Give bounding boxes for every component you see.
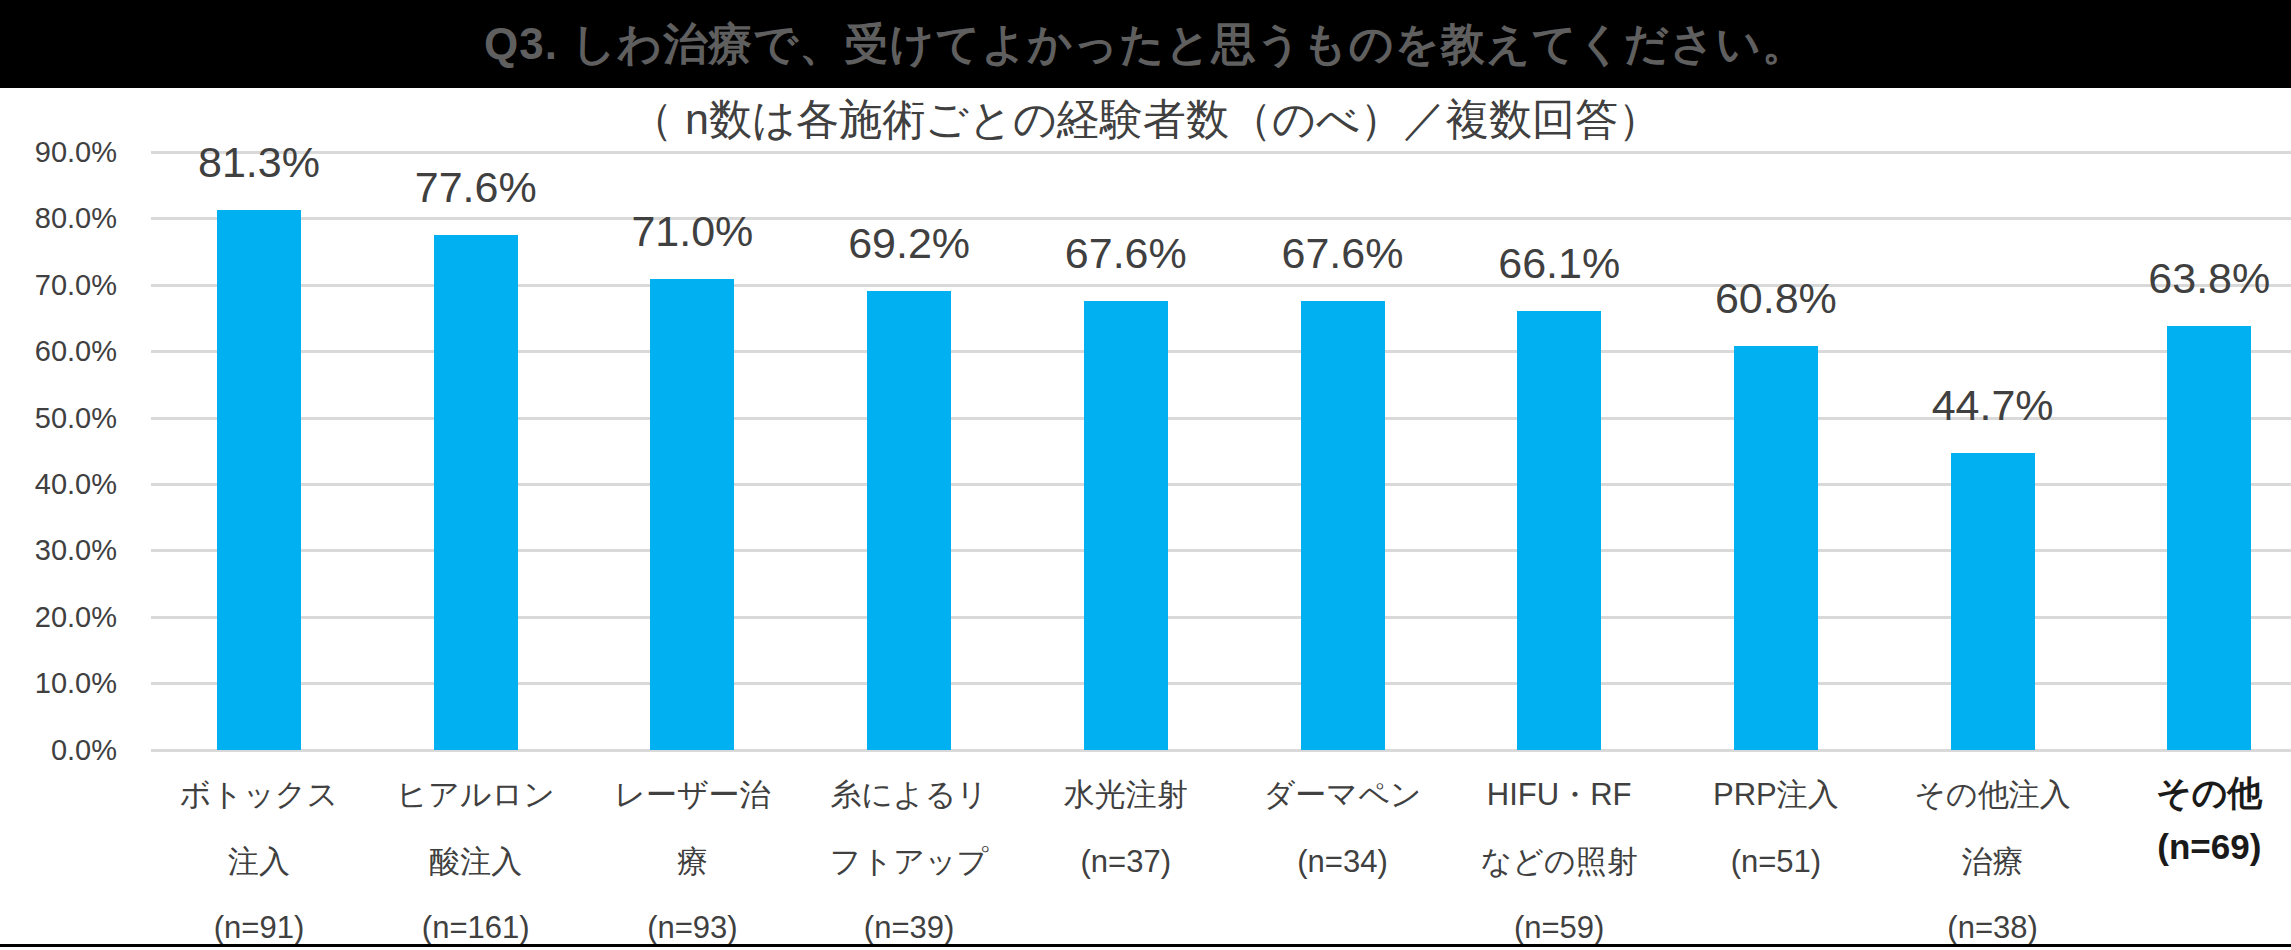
chart-title: （ n数は各施術ごとの経験者数（のべ）／複数回答） [0, 98, 2291, 141]
value-label: 60.8% [1626, 277, 1926, 320]
category-label: (n=59) [1429, 895, 1689, 950]
category-label: (n=69) [2079, 814, 2291, 880]
bottom-divider [0, 944, 2291, 947]
y-axis-tick-label: 50.0% [0, 404, 117, 433]
question-title-bar: Q3. しわ治療で、受けてよかったと思うものを教えてください。 [0, 0, 2291, 88]
bar-10 [2167, 326, 2251, 750]
bar-8 [1734, 346, 1818, 750]
y-axis-tick-label: 30.0% [0, 536, 117, 565]
question-title: Q3. しわ治療で、受けてよかったと思うものを教えてください。 [484, 15, 1807, 74]
gridline [151, 151, 2291, 154]
bar-6 [1301, 301, 1385, 750]
category-label: (n=38) [1863, 895, 2123, 950]
gridline [151, 217, 2291, 220]
y-axis-tick-label: 0.0% [0, 736, 117, 765]
bar-7 [1517, 311, 1601, 750]
bar-4 [867, 291, 951, 750]
y-axis-tick-label: 60.0% [0, 337, 117, 366]
y-axis-tick-label: 20.0% [0, 603, 117, 632]
value-label: 63.8% [2059, 257, 2291, 300]
value-label: 44.7% [1843, 384, 2143, 427]
category-label: (n=39) [779, 895, 1039, 950]
bar-1 [217, 210, 301, 750]
page: Q3. しわ治療で、受けてよかったと思うものを教えてください。 （ n数は各施術… [0, 0, 2291, 950]
y-axis-tick-label: 70.0% [0, 271, 117, 300]
bar-3 [650, 279, 734, 750]
value-label: 77.6% [326, 166, 626, 209]
y-axis-tick-label: 90.0% [0, 138, 117, 167]
bar-5 [1084, 301, 1168, 750]
bar-9 [1951, 453, 2035, 750]
y-axis-tick-label: 80.0% [0, 204, 117, 233]
y-axis-tick-label: 40.0% [0, 470, 117, 499]
bar-2 [434, 235, 518, 750]
y-axis-tick-label: 10.0% [0, 669, 117, 698]
